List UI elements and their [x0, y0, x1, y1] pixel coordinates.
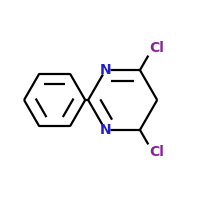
Text: Cl: Cl	[149, 145, 164, 159]
Text: Cl: Cl	[149, 41, 164, 55]
Circle shape	[101, 126, 110, 134]
Circle shape	[101, 66, 110, 74]
Text: N: N	[100, 123, 111, 137]
Text: N: N	[100, 63, 111, 77]
